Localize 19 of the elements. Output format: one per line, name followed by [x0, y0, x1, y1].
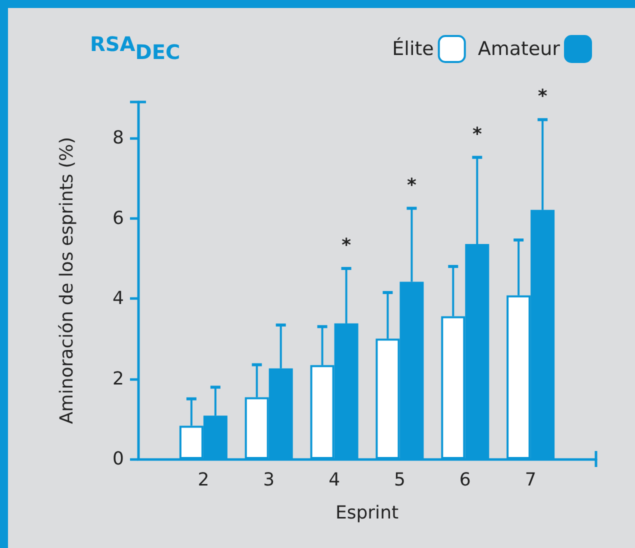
y-tick-label: 8 — [112, 128, 124, 149]
y-tick-label: 0 — [112, 448, 124, 470]
annotation: * — [407, 174, 418, 196]
legend-label: Élite — [392, 37, 434, 60]
y-tick-label: 2 — [112, 368, 124, 390]
legend-label: Amateur — [478, 38, 560, 60]
x-tick-label: 7 — [524, 470, 536, 490]
annotation: * — [342, 234, 352, 256]
annotation: * — [472, 124, 482, 145]
x-tick-label: 2 — [198, 470, 210, 490]
y-tick-label: 4 — [112, 288, 124, 310]
x-axis-title: Esprint — [335, 502, 399, 524]
x-tick-label: 3 — [263, 470, 275, 490]
x-tick-label: 4 — [328, 470, 340, 490]
annotation: * — [538, 86, 548, 108]
x-tick-label: 5 — [394, 470, 406, 490]
y-axis-title: Aminoración de los esprints (%) — [56, 136, 78, 424]
y-tick-label: 6 — [112, 208, 124, 229]
x-tick-label: 6 — [459, 470, 471, 490]
